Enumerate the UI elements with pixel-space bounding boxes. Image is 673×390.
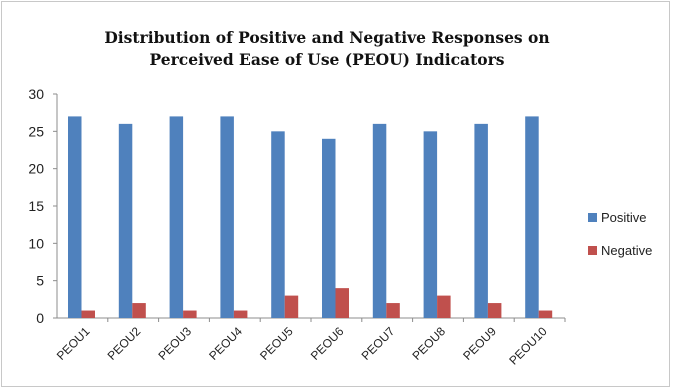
bar-positive-peou3 xyxy=(169,116,184,319)
bar-negative-peou9 xyxy=(487,303,502,318)
bar-positive-peou2 xyxy=(118,123,133,318)
x-tick-label: PEOU1 xyxy=(54,324,93,363)
legend-item-positive: Positive xyxy=(588,208,647,226)
y-tick-label: 20 xyxy=(28,161,44,177)
legend-label-positive: Positive xyxy=(601,209,647,225)
bar-negative-peou6 xyxy=(335,288,349,318)
x-tick-label: PEOU4 xyxy=(206,324,245,363)
bar-negative-peou3 xyxy=(183,310,197,318)
x-tick-label: PEOU10 xyxy=(506,324,550,368)
bar-negative-peou10 xyxy=(538,310,553,318)
x-tick-label: PEOU3 xyxy=(155,324,194,363)
y-tick-label: 10 xyxy=(28,235,44,251)
legend-swatch-negative xyxy=(588,245,597,255)
x-tick-label: PEOU5 xyxy=(257,324,296,363)
x-tick-label: PEOU9 xyxy=(460,324,499,363)
bar-positive-peou5 xyxy=(271,131,285,318)
legend-item-negative: Negative xyxy=(588,241,652,259)
y-tick-label: 30 xyxy=(28,86,44,102)
bar-negative-peou1 xyxy=(81,310,95,318)
bar-positive-peou9 xyxy=(474,123,488,318)
bar-positive-peou10 xyxy=(525,116,539,319)
bar-positive-peou8 xyxy=(423,131,438,318)
x-tick-label: PEOU6 xyxy=(308,324,347,363)
bar-negative-peou7 xyxy=(386,303,400,318)
bar-positive-peou7 xyxy=(372,123,387,318)
bar-negative-peou8 xyxy=(437,295,451,318)
bar-positive-peou4 xyxy=(220,116,234,319)
legend-swatch-positive xyxy=(588,212,597,222)
x-tick-label: PEOU8 xyxy=(409,324,448,363)
bar-positive-peou1 xyxy=(68,116,82,319)
y-tick-label: 5 xyxy=(36,273,44,289)
x-tick-label: PEOU7 xyxy=(359,324,398,363)
chart-title-line-2: Perceived Ease of Use (PEOU) Indicators xyxy=(149,50,505,69)
legend-label-negative: Negative xyxy=(601,242,653,258)
bar-positive-peou6 xyxy=(322,138,336,318)
bar-negative-peou4 xyxy=(233,310,248,318)
bar-negative-peou2 xyxy=(132,303,146,318)
bar-negative-peou5 xyxy=(284,295,299,318)
chart-title-line-1: Distribution of Positive and Negative Re… xyxy=(104,28,550,47)
y-tick-label: 25 xyxy=(28,123,44,139)
y-tick-label: 15 xyxy=(28,198,44,214)
x-tick-label: PEOU2 xyxy=(105,324,144,363)
y-tick-label: 0 xyxy=(36,310,44,326)
